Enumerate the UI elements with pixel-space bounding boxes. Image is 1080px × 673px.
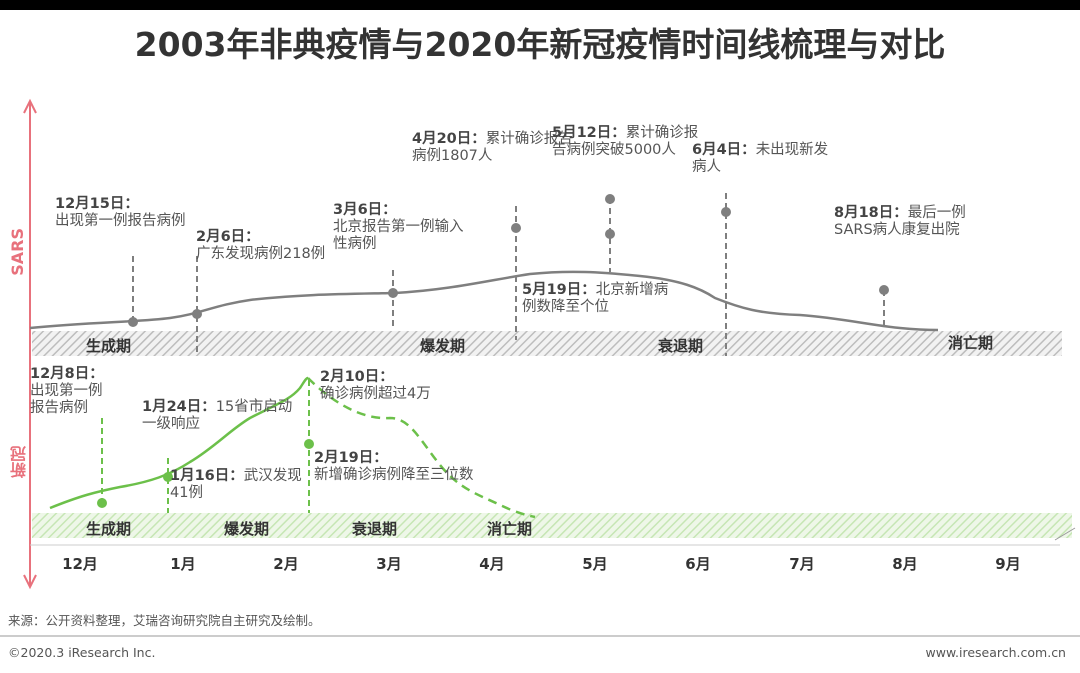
sars-phase-decline: 衰退期 (658, 337, 704, 355)
covid-event-dec8: 12月8日： 出现第一例 报告病例 (30, 366, 104, 416)
covid-axis-label: 新冠 (10, 446, 29, 478)
sars-dot-may19 (605, 229, 615, 239)
sars-phase-extinction: 消亡期 (948, 334, 994, 352)
covid-phase-band (32, 513, 1072, 538)
sars-phase-band (32, 331, 1062, 356)
corner-line (1054, 527, 1076, 541)
covid-event-feb10: 2月10日： 确诊病例超过4万 (320, 369, 431, 402)
axis-arrow-bottom (23, 574, 37, 590)
month-label: 8月 (892, 555, 918, 573)
sars-event-mar6: 3月6日： 北京报告第一例输入 性病例 (333, 202, 464, 252)
sars-axis-label: SARS (8, 228, 27, 276)
covid-phase-decline: 衰退期 (352, 520, 398, 538)
month-label: 9月 (995, 555, 1021, 573)
covid-phase-outbreak: 爆发期 (224, 520, 270, 538)
sars-phase-outbreak: 爆发期 (420, 337, 466, 355)
month-label: 2月 (273, 555, 299, 573)
covid-event-jan16: 1月16日：武汉发现 41例 (170, 468, 302, 501)
sars-dot-may12 (605, 194, 615, 204)
covid-dot-feb19 (304, 439, 314, 449)
month-label: 7月 (789, 555, 815, 573)
sars-event-may12: 5月12日：累计确诊报 告病例突破5000人 (552, 125, 699, 158)
axis-arrow-top (23, 98, 37, 114)
month-label: 5月 (582, 555, 608, 573)
sars-dot-jun4 (721, 207, 731, 217)
sars-dot-mar6 (388, 288, 398, 298)
covid-curve-solid (49, 376, 309, 510)
source-note: 来源：公开资料整理，艾瑞咨询研究院自主研究及绘制。 (8, 613, 321, 628)
covid-phase-emergence: 生成期 (86, 520, 132, 538)
copyright: ©2020.3 iResearch Inc. (8, 645, 156, 660)
page-title: 2003年非典疫情与2020年新冠疫情时间线梳理与对比 (134, 25, 946, 64)
sars-dot-aug18 (879, 285, 889, 295)
month-label: 1月 (170, 555, 196, 573)
covid-phase-extinction: 消亡期 (487, 520, 533, 538)
covid-curve-dashed (307, 377, 536, 519)
month-label: 3月 (376, 555, 402, 573)
sars-curve (29, 270, 939, 332)
month-label: 12月 (62, 555, 98, 573)
sars-dot-apr20 (511, 223, 521, 233)
month-label: 4月 (479, 555, 505, 573)
sars-event-apr20: 4月20日：累计确诊报告 病例1807人 (412, 131, 573, 164)
sars-event-jun4: 6月4日：未出现新发 病人 (692, 142, 829, 175)
sars-event-dec15: 12月15日： 出现第一例报告病例 (55, 196, 186, 229)
sars-phase-emergence: 生成期 (86, 337, 132, 355)
month-label: 6月 (685, 555, 711, 573)
covid-event-feb19: 2月19日： 新增确诊病例降至三位数 (314, 450, 474, 483)
top-black-border (0, 0, 1080, 10)
sars-event-feb6: 2月6日： 广东发现病例218例 (196, 229, 326, 262)
covid-dot-jan16 (163, 472, 173, 482)
sars-dot-dec15 (128, 317, 138, 327)
sars-event-may19: 5月19日：北京新增病 例数降至个位 (522, 282, 669, 315)
website-link[interactable]: www.iresearch.com.cn (925, 645, 1067, 660)
covid-event-jan24: 1月24日：15省市启动 一级响应 (142, 399, 293, 432)
covid-dot-dec8 (97, 498, 107, 508)
sars-dot-feb6 (192, 309, 202, 319)
sars-event-aug18: 8月18日：最后一例 SARS病人康复出院 (834, 205, 966, 238)
